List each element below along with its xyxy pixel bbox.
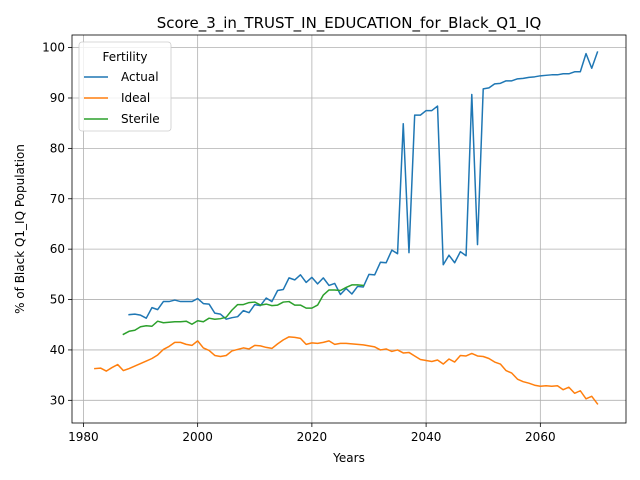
x-tick-label: 2060 [525, 430, 556, 444]
y-tick-label: 90 [50, 91, 65, 105]
y-tick-label: 80 [50, 141, 65, 155]
legend-label-ideal: Ideal [121, 91, 150, 105]
legend-box [78, 41, 172, 132]
x-axis-label: Years [332, 451, 365, 465]
legend: Fertility Actual Ideal Sterile [78, 41, 172, 132]
series-line-sterile [122, 284, 365, 336]
y-tick-label: 60 [50, 242, 65, 256]
legend-items: Actual Ideal Sterile [84, 70, 160, 126]
series-line-actual [128, 51, 599, 320]
y-axis-label: % of Black Q1_IQ Population [13, 144, 27, 314]
series-line-ideal [94, 336, 599, 405]
plot-frame [71, 34, 627, 424]
x-tick-label: 2000 [182, 430, 213, 444]
legend-label-sterile: Sterile [121, 112, 160, 126]
y-tick-label: 40 [50, 343, 65, 357]
y-tick-label: 70 [50, 192, 65, 206]
chart-title: Score_3_in_TRUST_IN_EDUCATION_for_Black_… [157, 14, 542, 33]
axis-ticks: 1980 2000 2020 2040 2060 30 40 50 60 70 80 90 100 [42, 41, 556, 444]
legend-label-actual: Actual [121, 70, 159, 84]
x-tick-label: 2040 [411, 430, 442, 444]
x-tick-label: 2020 [297, 430, 328, 444]
y-tick-label: 100 [42, 41, 65, 55]
legend-title: Fertility [102, 50, 147, 64]
y-tick-label: 30 [50, 393, 65, 407]
series-lines [94, 51, 599, 405]
x-tick-label: 1980 [68, 430, 99, 444]
y-tick-label: 50 [50, 293, 65, 307]
